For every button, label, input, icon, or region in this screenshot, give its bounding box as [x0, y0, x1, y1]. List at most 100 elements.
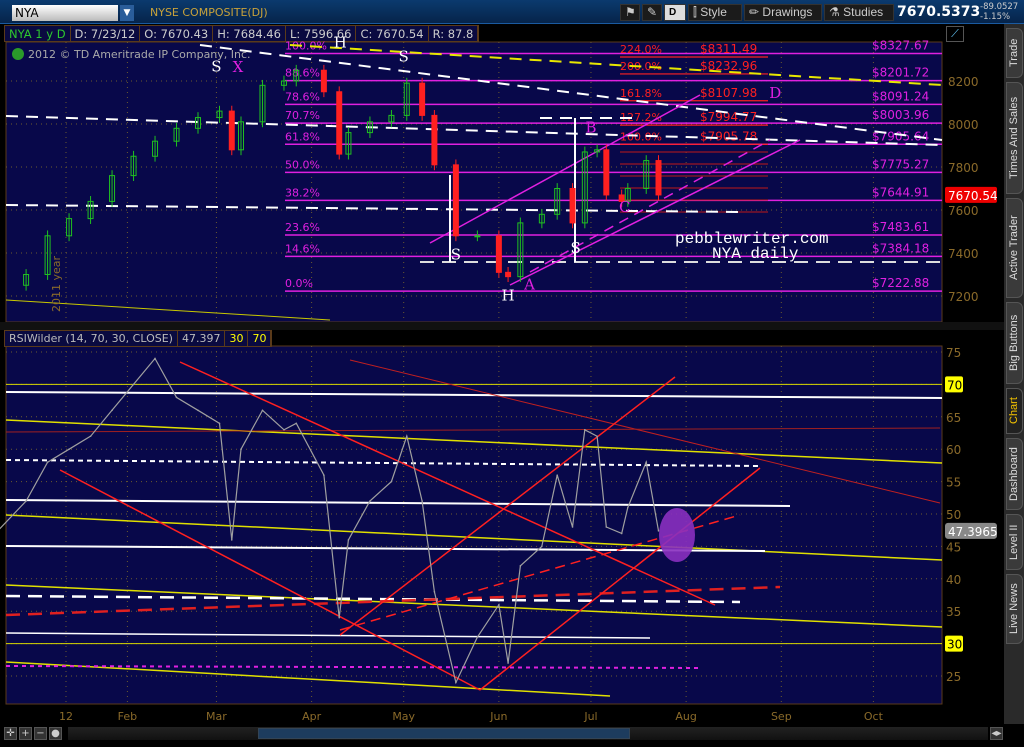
bar-open: O: 7670.43	[140, 26, 214, 41]
bar-low: L: 7596.66	[286, 26, 357, 41]
side-tab-big-buttons[interactable]: Big Buttons	[1006, 302, 1023, 384]
pattern-label: S	[451, 245, 461, 263]
y-tick-label: 7400	[948, 247, 979, 261]
candle-body	[216, 110, 223, 119]
pattern-label: H	[334, 34, 347, 52]
candle-body	[517, 222, 524, 278]
rsi-point	[25, 500, 27, 502]
side-tab-trade[interactable]: Trade	[1006, 28, 1023, 78]
rsi-overbought: 70	[248, 331, 272, 346]
rsi-point	[68, 448, 70, 451]
rsi-oversold: 30	[225, 331, 249, 346]
drawings-label: Drawings	[762, 5, 813, 19]
chevron-down-icon[interactable]: ▼	[120, 5, 134, 21]
pattern-label: A	[523, 276, 535, 294]
fib-level-percent: 23.6%	[285, 221, 320, 234]
candle-body	[366, 121, 373, 134]
rsi-trendline	[5, 514, 943, 561]
trendline	[5, 299, 331, 321]
fib-level-percent: 78.6%	[285, 90, 320, 103]
link-icon[interactable]: ⚑	[620, 4, 640, 21]
rsi-point	[405, 435, 408, 438]
pattern-label: D	[769, 84, 781, 102]
rsi-point	[261, 409, 264, 412]
candle-body	[569, 188, 576, 224]
rsi-point	[455, 681, 457, 684]
fib-level-percent: 70.7%	[285, 109, 320, 122]
drawings-button[interactable]: ✏ Drawings	[744, 4, 822, 21]
y-tick-label: 7800	[948, 161, 979, 175]
pattern-label: H	[502, 286, 515, 304]
side-tab-times-and-sales[interactable]: Times And Sales	[1006, 82, 1023, 194]
expand-icon[interactable]: ◂▸	[990, 727, 1003, 740]
rsi-point	[620, 532, 623, 535]
side-tab-active-trader[interactable]: Active Trader	[1006, 198, 1023, 298]
highlight-ellipse	[659, 508, 695, 562]
y-tick-label: 7600	[948, 204, 979, 218]
x-tick-label: Mar	[206, 710, 227, 723]
rsi-point	[433, 590, 436, 593]
rsi-point	[338, 616, 341, 619]
pattern-label: X	[233, 58, 244, 76]
fib-level-percent: 14.6%	[285, 242, 320, 255]
candle-body	[195, 117, 202, 129]
candle-body	[643, 160, 650, 190]
trendline	[289, 44, 943, 86]
rsi-y-tick-label: 25	[946, 670, 961, 684]
side-tab-level-ii[interactable]: Level II	[1006, 514, 1023, 570]
fib-level-percent: 61.8%	[285, 130, 320, 143]
reset-zoom-icon[interactable]: ●	[49, 727, 62, 740]
rsi-point	[556, 474, 558, 476]
wrench-icon[interactable]: ✎	[642, 4, 662, 21]
rsi-point	[571, 526, 574, 528]
rsi-point	[507, 662, 509, 664]
chart-settings-icon[interactable]: ⟋	[946, 26, 964, 42]
zoom-out-icon[interactable]: −	[34, 727, 47, 740]
rsi-trendline	[5, 391, 943, 399]
candle-body	[554, 188, 561, 215]
crosshair-icon[interactable]: ✛	[4, 727, 17, 740]
rsi-point	[347, 539, 350, 541]
fib-level-price: $7644.91	[872, 185, 929, 199]
rsi-study-title[interactable]: RSIWilder (14, 70, 30, CLOSE)	[5, 331, 178, 346]
studies-button[interactable]: ⚗ Studies	[824, 4, 894, 21]
candle-body	[655, 160, 662, 196]
rsi-y-tick-label: 35	[946, 605, 961, 619]
zoom-in-icon[interactable]: +	[19, 727, 32, 740]
candle-body	[581, 151, 588, 224]
candle-body	[23, 274, 30, 286]
rsi-point	[89, 435, 92, 438]
style-button[interactable]: ⫿ Style	[688, 4, 742, 21]
side-tab-chart[interactable]: Chart	[1006, 388, 1023, 434]
rsi-overbought-label: 70	[947, 378, 962, 392]
candle-body	[130, 155, 137, 177]
bar-close: C: 7670.54	[356, 26, 429, 41]
rsi-oversold-tag	[945, 635, 963, 652]
side-tab-live-news[interactable]: Live News	[1006, 574, 1023, 644]
year-label: 2011 year	[50, 255, 63, 312]
candle-body	[505, 271, 512, 278]
y-tick-label: 8200	[948, 75, 979, 89]
pane-divider	[0, 322, 1004, 330]
candle-body	[618, 194, 625, 202]
pencil-icon: ✏	[749, 5, 760, 19]
symbol-input[interactable]: NYA	[12, 5, 118, 21]
rsi-point	[657, 530, 660, 532]
current-price-label: 7670.54	[948, 189, 998, 203]
rsi-point	[627, 506, 629, 509]
period-button[interactable]: D	[664, 4, 686, 21]
rsi-trendline	[5, 584, 943, 628]
pitchfork-median	[529, 139, 771, 273]
side-tab-dashboard[interactable]: Dashboard	[1006, 438, 1023, 510]
fib-extension-percent: 224.0%	[620, 43, 662, 56]
net-change: -89.0527	[980, 2, 1019, 12]
rsi-point	[240, 448, 242, 451]
rsi-value: 47.397	[178, 331, 226, 346]
fib-extension-price: $8107.98	[700, 86, 757, 100]
candle-body	[452, 164, 459, 237]
pattern-label: S	[570, 239, 580, 257]
rsi-y-tick-label: 60	[946, 443, 961, 457]
rsi-trendline	[5, 427, 941, 433]
scrollbar-thumb[interactable]	[258, 728, 630, 739]
